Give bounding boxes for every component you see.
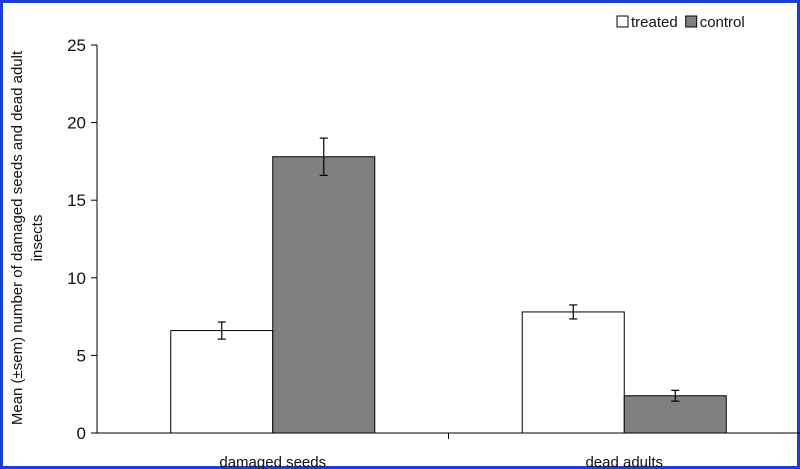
error-bars — [217, 137, 680, 402]
bar-treated-dead-adults — [521, 311, 625, 434]
legend-label-control: control — [700, 14, 745, 31]
bar-treated-damaged-seeds — [170, 330, 274, 434]
bars — [170, 156, 727, 434]
bar-control-damaged-seeds — [272, 156, 376, 434]
y-tick-label: 15 — [67, 191, 86, 210]
y-tick-label: 0 — [77, 424, 86, 443]
axes: 0 5 10 15 20 25 damaged seeds dead adults — [67, 36, 800, 469]
y-axis-title-line-1: Mean (±sem) number of damaged seeds and … — [9, 50, 26, 425]
y-tick-label: 25 — [67, 36, 86, 55]
y-tick-label: 5 — [77, 346, 86, 365]
x-tick-label: damaged seeds — [219, 454, 326, 469]
legend-swatch-treated — [616, 15, 629, 28]
y-axis-title: Mean (±sem) number of damaged seeds and … — [9, 50, 46, 425]
bar-control-dead-adults — [623, 395, 727, 434]
y-tick-label: 10 — [67, 269, 86, 288]
x-tick-label: dead adults — [585, 454, 663, 469]
y-axis-title-line-2: insects — [29, 215, 46, 262]
legend-label-treated: treated — [631, 14, 678, 31]
y-tick-label: 20 — [67, 114, 86, 133]
legend: treated control — [616, 14, 745, 31]
legend-swatch-control — [685, 15, 698, 28]
